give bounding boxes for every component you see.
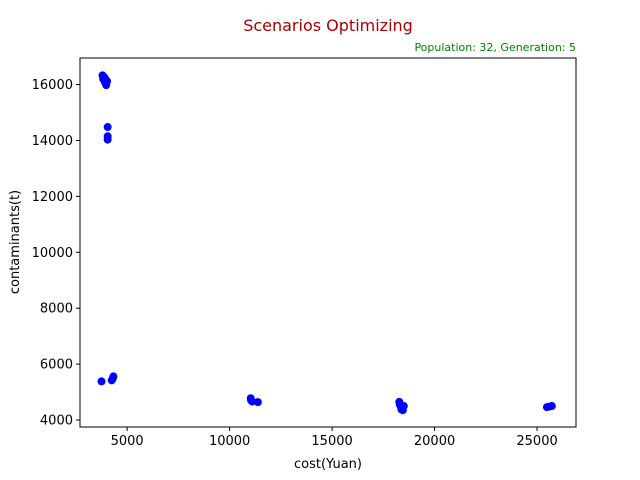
data-point [103, 123, 112, 132]
data-point [547, 402, 556, 411]
data-point [102, 81, 111, 90]
data-point [397, 405, 406, 414]
x-axis-label: cost(Yuan) [294, 457, 362, 472]
data-point [253, 398, 262, 407]
y-tick-label: 14000 [32, 134, 73, 149]
y-tick-label: 4000 [40, 414, 73, 429]
x-tick-label: 25000 [516, 434, 557, 449]
y-axis: 4000 6000 8000 10000 12000 14000 16000 [32, 78, 80, 429]
x-tick-label: 20000 [414, 434, 455, 449]
data-point [99, 74, 108, 83]
data-point [108, 374, 117, 383]
x-axis: 5000 10000 15000 20000 25000 [111, 427, 558, 449]
y-tick-label: 16000 [32, 78, 73, 93]
data-point [103, 135, 112, 144]
data-points [97, 71, 556, 415]
y-tick-label: 12000 [32, 190, 73, 205]
y-tick-label: 8000 [40, 302, 73, 317]
x-tick-label: 10000 [209, 434, 250, 449]
y-tick-label: 6000 [40, 358, 73, 373]
data-point [248, 397, 257, 406]
y-tick-label: 10000 [32, 246, 73, 261]
y-axis-label: contaminants(t) [8, 190, 23, 294]
plot-area [79, 57, 577, 428]
x-tick-label: 15000 [311, 434, 352, 449]
data-point [97, 377, 106, 386]
chart-title: Scenarios Optimizing [243, 16, 413, 35]
x-tick-label: 5000 [111, 434, 144, 449]
chart-subtitle: Population: 32, Generation: 5 [414, 41, 576, 54]
